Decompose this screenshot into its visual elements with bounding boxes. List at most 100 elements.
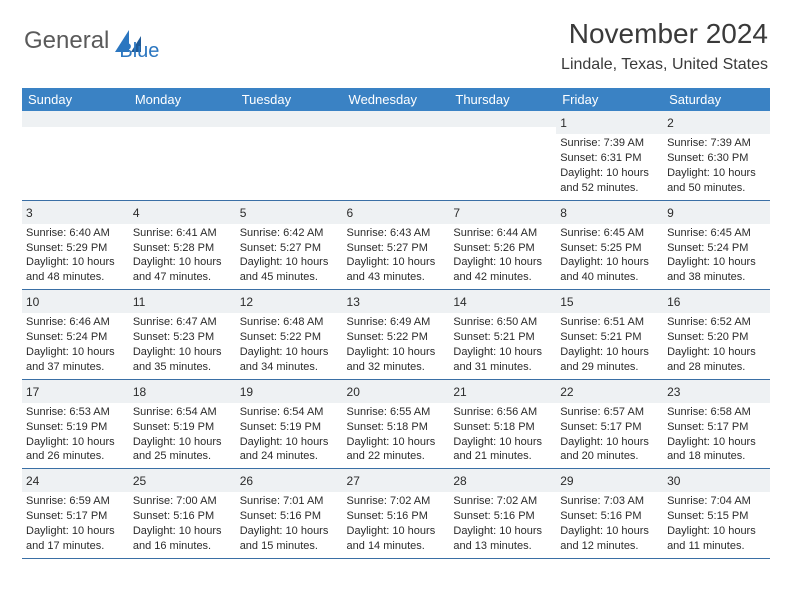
day-number: 12 <box>240 294 339 310</box>
daylight-text: Daylight: 10 hours <box>667 255 766 270</box>
daylight-text: and 18 minutes. <box>667 449 766 464</box>
sunrise-text: Sunrise: 6:51 AM <box>560 315 659 330</box>
daylight-text: Daylight: 10 hours <box>133 345 232 360</box>
sunset-text: Sunset: 5:16 PM <box>560 509 659 524</box>
sunset-text: Sunset: 5:27 PM <box>347 241 446 256</box>
day-number: 27 <box>347 473 446 489</box>
calendar-day-cell: 21Sunrise: 6:56 AMSunset: 5:18 PMDayligh… <box>449 379 556 469</box>
day-number: 1 <box>560 115 659 131</box>
sunset-text: Sunset: 5:16 PM <box>453 509 552 524</box>
calendar-day-cell: 7Sunrise: 6:44 AMSunset: 5:26 PMDaylight… <box>449 200 556 290</box>
calendar-day-cell <box>343 111 450 200</box>
daylight-text: and 11 minutes. <box>667 539 766 554</box>
calendar-day-cell: 10Sunrise: 6:46 AMSunset: 5:24 PMDayligh… <box>22 290 129 380</box>
day-number: 25 <box>133 473 232 489</box>
day-number: 7 <box>453 205 552 221</box>
daylight-text: and 17 minutes. <box>26 539 125 554</box>
daylight-text: and 48 minutes. <box>26 270 125 285</box>
sunrise-text: Sunrise: 6:41 AM <box>133 226 232 241</box>
calendar-day-cell <box>129 111 236 200</box>
sunrise-text: Sunrise: 6:57 AM <box>560 405 659 420</box>
page-header: General Blue November 2024 Lindale, Texa… <box>0 0 792 78</box>
day-header: Saturday <box>663 88 770 111</box>
sunset-text: Sunset: 5:23 PM <box>133 330 232 345</box>
daylight-text: and 34 minutes. <box>240 360 339 375</box>
day-number: 20 <box>347 384 446 400</box>
day-number: 3 <box>26 205 125 221</box>
calendar-day-cell: 26Sunrise: 7:01 AMSunset: 5:16 PMDayligh… <box>236 469 343 559</box>
sunset-text: Sunset: 5:16 PM <box>347 509 446 524</box>
calendar-day-cell: 4Sunrise: 6:41 AMSunset: 5:28 PMDaylight… <box>129 200 236 290</box>
sunrise-text: Sunrise: 6:56 AM <box>453 405 552 420</box>
daylight-text: Daylight: 10 hours <box>347 435 446 450</box>
daylight-text: Daylight: 10 hours <box>453 345 552 360</box>
daylight-text: Daylight: 10 hours <box>560 524 659 539</box>
day-number: 23 <box>667 384 766 400</box>
sunrise-text: Sunrise: 6:47 AM <box>133 315 232 330</box>
sunrise-text: Sunrise: 6:58 AM <box>667 405 766 420</box>
calendar-day-cell: 19Sunrise: 6:54 AMSunset: 5:19 PMDayligh… <box>236 379 343 469</box>
sunrise-text: Sunrise: 6:53 AM <box>26 405 125 420</box>
sunrise-text: Sunrise: 6:54 AM <box>240 405 339 420</box>
calendar-day-cell <box>22 111 129 200</box>
daylight-text: Daylight: 10 hours <box>667 524 766 539</box>
daylight-text: and 24 minutes. <box>240 449 339 464</box>
sunrise-text: Sunrise: 7:02 AM <box>347 494 446 509</box>
daylight-text: Daylight: 10 hours <box>133 255 232 270</box>
sunset-text: Sunset: 5:17 PM <box>667 420 766 435</box>
calendar-day-cell <box>236 111 343 200</box>
sunrise-text: Sunrise: 6:45 AM <box>667 226 766 241</box>
sunrise-text: Sunrise: 6:50 AM <box>453 315 552 330</box>
sunrise-text: Sunrise: 7:04 AM <box>667 494 766 509</box>
daylight-text: Daylight: 10 hours <box>667 166 766 181</box>
day-number: 4 <box>133 205 232 221</box>
sunrise-text: Sunrise: 6:49 AM <box>347 315 446 330</box>
calendar-day-cell: 20Sunrise: 6:55 AMSunset: 5:18 PMDayligh… <box>343 379 450 469</box>
calendar-week-row: 24Sunrise: 6:59 AMSunset: 5:17 PMDayligh… <box>22 469 770 559</box>
calendar-day-cell: 3Sunrise: 6:40 AMSunset: 5:29 PMDaylight… <box>22 200 129 290</box>
calendar-day-cell: 29Sunrise: 7:03 AMSunset: 5:16 PMDayligh… <box>556 469 663 559</box>
sunset-text: Sunset: 6:30 PM <box>667 151 766 166</box>
day-number: 11 <box>133 294 232 310</box>
calendar-day-cell: 5Sunrise: 6:42 AMSunset: 5:27 PMDaylight… <box>236 200 343 290</box>
sunrise-text: Sunrise: 6:54 AM <box>133 405 232 420</box>
daylight-text: and 31 minutes. <box>453 360 552 375</box>
day-number: 30 <box>667 473 766 489</box>
day-number: 19 <box>240 384 339 400</box>
day-header: Tuesday <box>236 88 343 111</box>
sunset-text: Sunset: 5:16 PM <box>240 509 339 524</box>
sunrise-text: Sunrise: 6:59 AM <box>26 494 125 509</box>
daylight-text: Daylight: 10 hours <box>26 524 125 539</box>
sunset-text: Sunset: 5:25 PM <box>560 241 659 256</box>
location-subtitle: Lindale, Texas, United States <box>561 56 768 74</box>
day-number: 29 <box>560 473 659 489</box>
calendar-day-cell <box>449 111 556 200</box>
calendar-day-cell: 25Sunrise: 7:00 AMSunset: 5:16 PMDayligh… <box>129 469 236 559</box>
day-number: 16 <box>667 294 766 310</box>
daylight-text: and 15 minutes. <box>240 539 339 554</box>
calendar-day-cell: 17Sunrise: 6:53 AMSunset: 5:19 PMDayligh… <box>22 379 129 469</box>
daylight-text: Daylight: 10 hours <box>560 435 659 450</box>
month-title: November 2024 <box>561 18 768 50</box>
calendar-day-cell: 8Sunrise: 6:45 AMSunset: 5:25 PMDaylight… <box>556 200 663 290</box>
day-header: Thursday <box>449 88 556 111</box>
sunset-text: Sunset: 6:31 PM <box>560 151 659 166</box>
day-header: Monday <box>129 88 236 111</box>
daylight-text: and 38 minutes. <box>667 270 766 285</box>
daylight-text: and 21 minutes. <box>453 449 552 464</box>
daylight-text: Daylight: 10 hours <box>26 255 125 270</box>
daylight-text: and 37 minutes. <box>26 360 125 375</box>
calendar-day-cell: 2Sunrise: 7:39 AMSunset: 6:30 PMDaylight… <box>663 111 770 200</box>
daylight-text: Daylight: 10 hours <box>133 435 232 450</box>
sunset-text: Sunset: 5:15 PM <box>667 509 766 524</box>
sunrise-text: Sunrise: 6:55 AM <box>347 405 446 420</box>
daylight-text: and 32 minutes. <box>347 360 446 375</box>
sunset-text: Sunset: 5:16 PM <box>133 509 232 524</box>
title-block: November 2024 Lindale, Texas, United Sta… <box>561 18 768 74</box>
sunset-text: Sunset: 5:22 PM <box>240 330 339 345</box>
day-header: Friday <box>556 88 663 111</box>
sunrise-text: Sunrise: 7:00 AM <box>133 494 232 509</box>
day-number: 6 <box>347 205 446 221</box>
daylight-text: Daylight: 10 hours <box>453 524 552 539</box>
sunset-text: Sunset: 5:17 PM <box>26 509 125 524</box>
